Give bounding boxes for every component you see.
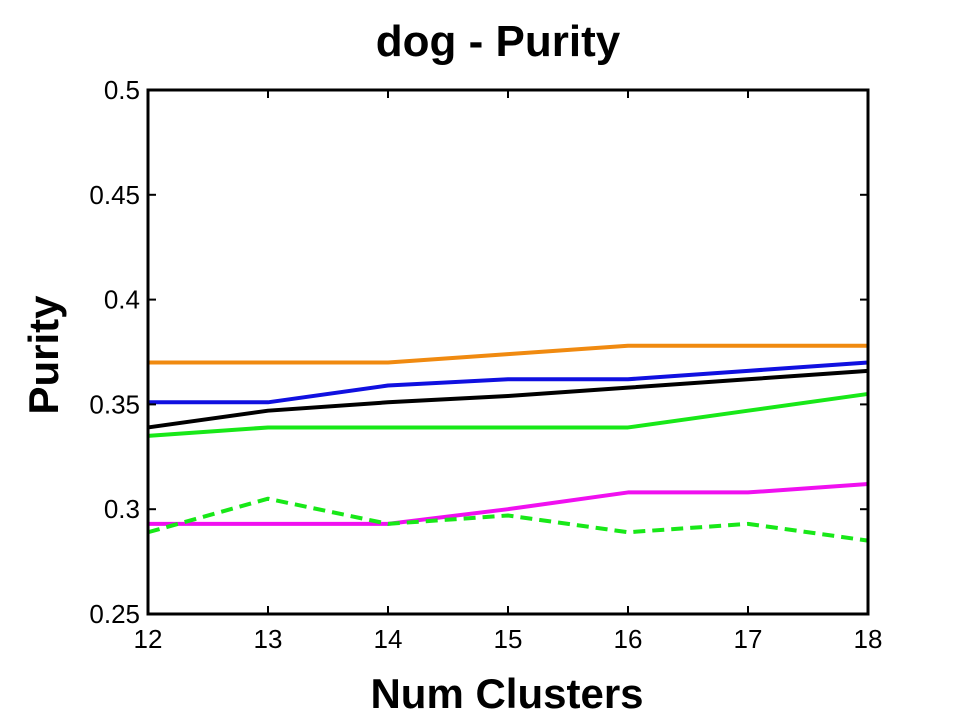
series-line-magenta [148,482,869,526]
x-tick-label: 12 [134,624,163,654]
chart-title: dog - Purity [376,17,621,66]
x-tick-label: 13 [254,624,283,654]
x-tick-label: 16 [614,624,643,654]
tick-layer: 12 13 14 15 16 17 18 0.25 0.3 0.35 0.4 0.45 0.5 [89,75,882,654]
series-line-blue [148,360,869,405]
x-tick-label: 15 [494,624,523,654]
series-line-black [147,368,869,430]
y-tick-label: 0.45 [89,180,140,210]
y-tick-label: 0.25 [89,599,140,629]
y-axis-label: Purity [20,295,67,415]
series-line-green [147,391,869,438]
series-layer [147,343,869,543]
series-line-green-dashed [147,496,869,543]
x-axis-label: Num Clusters [370,670,643,717]
y-tick-label: 0.4 [104,285,140,315]
y-tick-label: 0.5 [104,75,140,105]
x-tick-label: 17 [734,624,763,654]
series-line-orange [148,343,868,365]
y-tick-label: 0.35 [89,389,140,419]
y-tick-label: 0.3 [104,494,140,524]
x-tick-label: 14 [374,624,403,654]
x-tick-label: 18 [854,624,883,654]
plot-frame [146,88,870,616]
